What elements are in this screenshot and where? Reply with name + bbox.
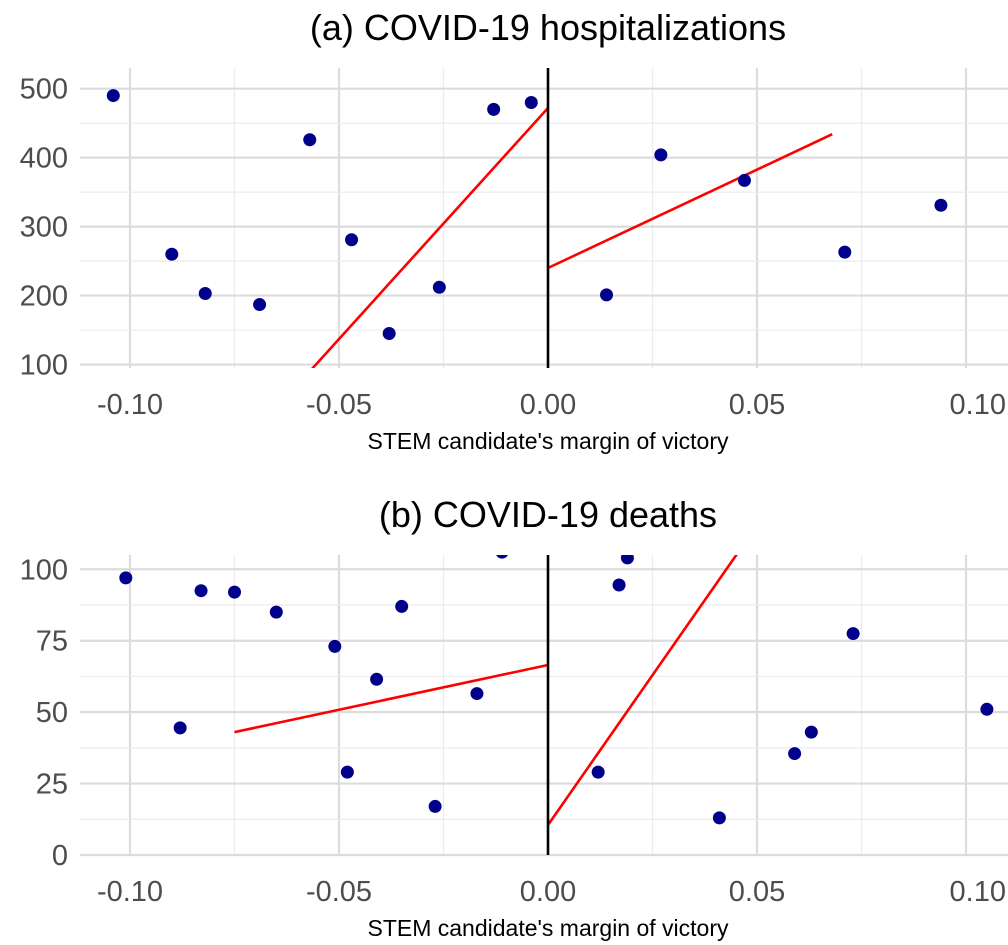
y-tick-label: 200 <box>20 281 68 313</box>
data-point <box>591 765 605 779</box>
fit-line <box>546 555 738 826</box>
data-point <box>612 578 626 592</box>
data-point <box>382 327 396 341</box>
data-point <box>788 747 802 761</box>
chart-title: (a) COVID-19 hospitalizations <box>310 7 786 48</box>
data-point <box>934 198 948 212</box>
data-point <box>838 245 852 259</box>
data-point <box>804 725 818 739</box>
x-tick-label: 0.05 <box>729 876 785 908</box>
data-point <box>487 102 501 116</box>
data-point <box>173 721 187 735</box>
data-point <box>194 584 208 598</box>
data-point <box>470 687 484 701</box>
data-point <box>119 571 133 585</box>
x-tick-label: -0.10 <box>97 389 163 421</box>
y-tick-label: 0 <box>52 840 68 872</box>
fit-line <box>311 107 549 368</box>
data-point <box>432 280 446 294</box>
x-axis-label: STEM candidate's margin of victory <box>367 915 729 941</box>
data-point <box>496 555 508 559</box>
data-point <box>600 288 614 302</box>
y-tick-label: 300 <box>20 212 68 244</box>
y-tick-label: 500 <box>20 74 68 106</box>
data-point <box>654 148 668 162</box>
data-point <box>620 555 634 565</box>
y-tick-label: 100 <box>20 350 68 382</box>
x-axis-label: STEM candidate's margin of victory <box>367 428 729 454</box>
panel-deaths: (b) COVID-19 deaths 0 25 50 75 100 -0.10 -0.0… <box>20 494 1008 941</box>
chart-title: (b) COVID-19 deaths <box>379 494 717 535</box>
y-tick-label: 100 <box>20 554 68 586</box>
data-point <box>198 287 212 301</box>
fit-line <box>234 663 549 734</box>
data-point <box>253 298 267 312</box>
y-tick-label: 25 <box>36 769 68 801</box>
data-point <box>529 540 542 553</box>
x-tick-label: 0.05 <box>729 389 785 421</box>
data-point <box>328 639 342 653</box>
x-tick-label: -0.05 <box>306 876 372 908</box>
x-tick-label: 0.00 <box>520 876 576 908</box>
data-point <box>106 89 120 103</box>
x-tick-label: 0.00 <box>520 389 576 421</box>
data-point <box>428 799 442 813</box>
data-point <box>524 95 538 109</box>
y-tick-label: 75 <box>36 626 68 658</box>
y-tick-label: 400 <box>20 143 68 175</box>
data-point <box>846 627 860 641</box>
x-tick-label: 0.10 <box>950 389 1006 421</box>
data-point <box>340 765 354 779</box>
y-tick-label: 50 <box>36 697 68 729</box>
data-point <box>395 599 409 613</box>
x-tick-label: 0.10 <box>950 876 1006 908</box>
x-tick-label: -0.10 <box>97 876 163 908</box>
data-point <box>737 173 751 187</box>
data-point <box>345 233 359 247</box>
data-point <box>370 672 384 686</box>
data-point <box>228 585 241 599</box>
data-point <box>712 811 726 825</box>
data-point <box>303 133 317 147</box>
x-tick-label: -0.05 <box>306 389 372 421</box>
data-point <box>980 702 994 716</box>
data-point <box>165 247 179 261</box>
data-point <box>269 605 283 619</box>
fit-line <box>547 133 833 270</box>
panel-hospitalizations: (a) COVID-19 hospitalizations 100 200 300 4… <box>20 7 1008 454</box>
